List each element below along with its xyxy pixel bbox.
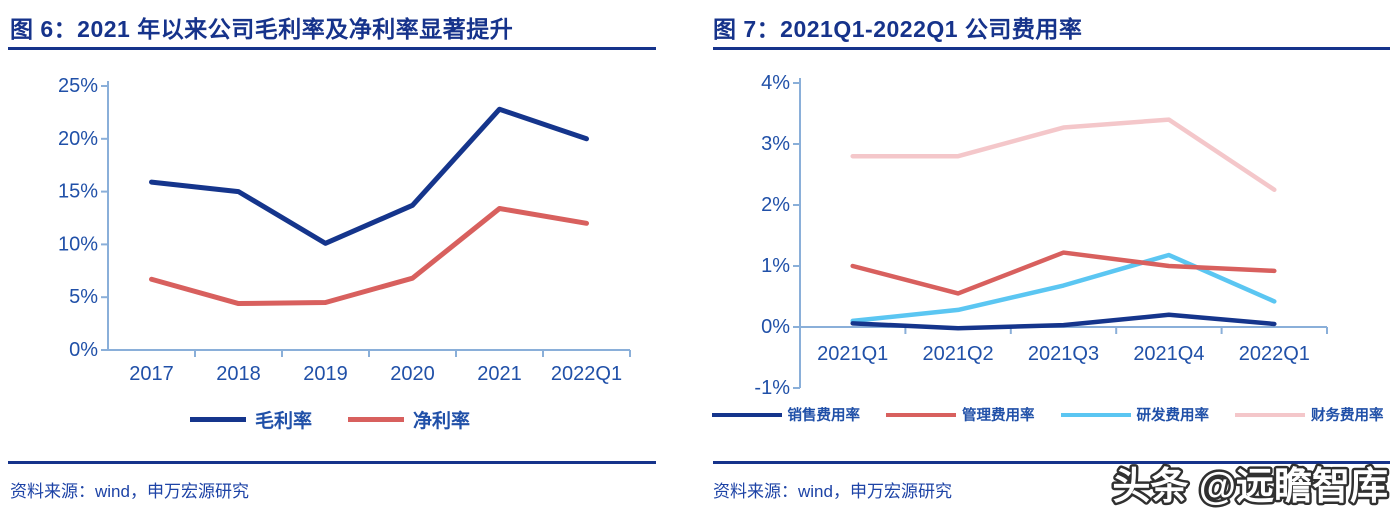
figure7-legend: 销售费用率 管理费用率 研发费用率 财务费用率 [700,404,1395,425]
legend-label: 管理费用率 [962,408,1035,424]
figure7-line-chart: -1% 0% 1% 2% 3% 4% 2021Q1 2021Q2 2021Q3 2021Q4 202… [754,72,1328,399]
y-tick-label: 10% [58,233,98,255]
series-line-财务费用率 [850,117,1277,192]
legend-label: 净利率 [413,411,471,432]
figure6-source-text: 资料来源：wind，申万宏源研究 [10,482,249,501]
legend-item-研发费用率: 研发费用率 [1060,404,1210,425]
figure7-source-text: 资料来源：wind，申万宏源研究 [713,482,952,501]
watermark: 头条 @远瞻智库 [1110,464,1391,511]
y-tick-label: 1% [761,255,790,277]
legend-item-毛利率: 毛利率 [189,406,312,433]
y-tick-label: 4% [761,72,790,94]
y-tick-label: -1% [754,377,790,399]
y-tick-label: 2% [761,194,790,216]
figure6-title: 图 6：2021 年以来公司毛利率及净利率显著提升 [10,16,514,42]
y-tick-label: 0% [69,339,98,361]
legend-item-净利率: 净利率 [348,406,470,433]
legend-item-财务费用率: 财务费用率 [1235,404,1384,425]
series-line-研发费用率 [850,252,1277,324]
y-tick-label: 20% [58,128,98,150]
x-tick-label: 2021Q2 [923,343,994,365]
figure6-title-rule [8,47,656,50]
legend-line-swatch [348,417,404,422]
legend-label: 毛利率 [254,411,312,432]
legend-line-swatch [886,412,956,417]
x-tick-label: 2021 [477,363,522,385]
figure6-legend: 毛利率 净利率 [0,406,660,433]
legend-line-swatch [1235,412,1305,417]
legend-line-swatch [711,412,782,417]
series-line-毛利率 [149,106,589,246]
x-tick-label: 2017 [129,363,174,385]
x-tick-label: 2018 [216,363,261,385]
figure7-title-rule [713,47,1390,50]
legend-label: 财务费用率 [1311,408,1384,424]
x-tick-label: 2020 [390,363,435,385]
x-tick-label: 2022Q1 [551,363,622,385]
y-tick-label: 25% [58,75,98,97]
y-tick-label: 3% [761,133,790,155]
series-line-管理费用率 [850,250,1277,296]
legend-item-销售费用率: 销售费用率 [711,404,861,425]
x-tick-label: 2021Q4 [1133,343,1204,365]
x-tick-label: 2022Q1 [1239,343,1310,365]
legend-line-swatch [189,417,246,422]
watermark-text: 头条 @远瞻智库 [1112,466,1388,508]
legend-item-管理费用率: 管理费用率 [886,404,1035,425]
y-tick-label: 5% [69,286,98,308]
x-tick-label: 2019 [303,363,348,385]
legend-line-swatch [1060,412,1131,417]
series-line-销售费用率 [850,312,1277,331]
series-line-净利率 [149,205,589,307]
x-tick-label: 2021Q3 [1028,343,1099,365]
legend-label: 研发费用率 [1136,408,1210,424]
y-tick-label: 0% [761,316,790,338]
y-tick-label: 15% [58,181,98,203]
figure6-source-divider [8,461,656,464]
figure6-line-chart: 0% 5% 10% 15% 20% 25% 2017 2018 2019 2020 2021 2022… [58,75,631,385]
legend-label: 销售费用率 [787,408,861,424]
x-tick-label: 2021Q1 [817,343,888,365]
figure7-source-divider [713,461,1390,464]
figure7-title: 图 7：2021Q1-2022Q1 公司费用率 [713,16,1083,42]
